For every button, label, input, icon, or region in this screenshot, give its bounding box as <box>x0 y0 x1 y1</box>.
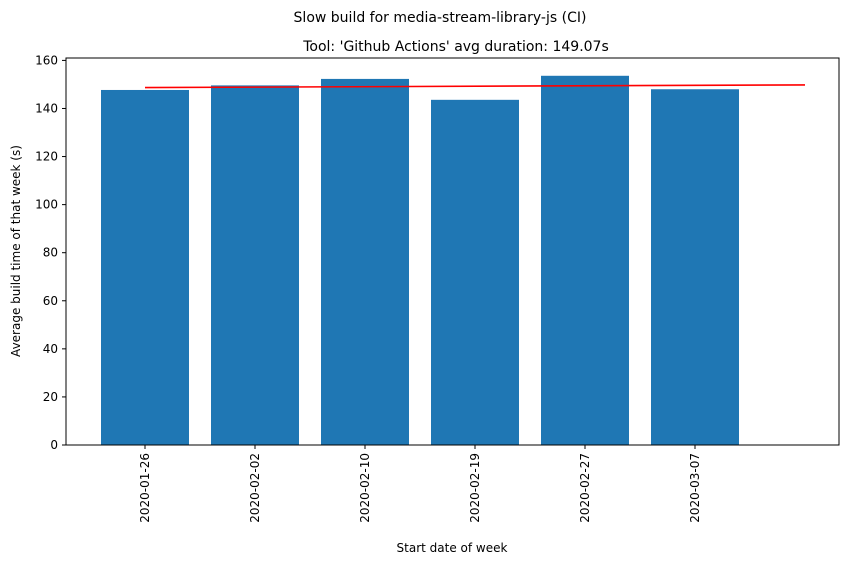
x-tick-label: 2020-02-27 <box>578 453 592 523</box>
x-tick-label: 2020-02-19 <box>468 453 482 523</box>
bar-2020-01-26 <box>101 89 189 445</box>
bar-2020-02-02 <box>211 85 299 446</box>
x-tick-label: 2020-02-02 <box>248 453 262 523</box>
bar-2020-03-07 <box>651 89 739 445</box>
chart-title: Tool: 'Github Actions' avg duration: 149… <box>302 39 609 55</box>
x-axis-label: Start date of week <box>397 541 508 555</box>
trend-line <box>144 84 806 89</box>
y-tick-label: 140 <box>35 101 58 115</box>
chart-suptitle: Slow build for media-stream-library-js (… <box>294 10 587 26</box>
y-tick-label: 100 <box>35 198 58 212</box>
bar-2020-02-10 <box>321 78 409 446</box>
bar-2020-02-19 <box>431 99 519 446</box>
y-axis: 0 20 40 60 80 100 120 140 160 <box>35 53 66 452</box>
y-tick-label: 80 <box>43 246 58 260</box>
trend-group <box>144 84 806 89</box>
bars-group <box>101 75 739 446</box>
y-tick-label: 120 <box>35 150 58 164</box>
x-tick-label: 2020-02-10 <box>358 453 372 523</box>
y-tick-label: 60 <box>43 294 58 308</box>
y-tick-label: 0 <box>50 438 58 452</box>
x-axis: 2020-01-26 2020-02-02 2020-02-10 2020-02-19… <box>138 445 702 523</box>
y-axis-label: Average build time of that week (s) <box>9 145 23 357</box>
y-tick-label: 40 <box>43 342 58 356</box>
x-tick-label: 2020-01-26 <box>138 453 152 523</box>
y-tick-label: 160 <box>35 53 58 67</box>
y-tick-label: 20 <box>43 390 58 404</box>
plot-frame <box>65 57 840 446</box>
bar-2020-02-27 <box>541 75 629 446</box>
x-tick-label: 2020-03-07 <box>688 453 702 523</box>
